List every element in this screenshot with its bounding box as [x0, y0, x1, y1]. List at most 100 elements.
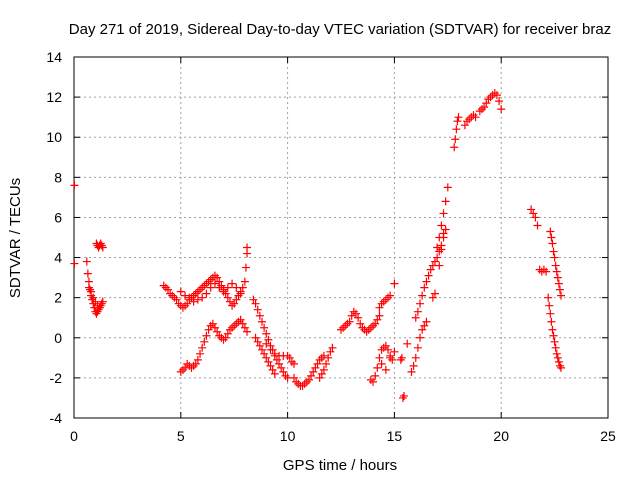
x-axis: 0 5 10 15 20 25 [70, 57, 616, 444]
data-point [441, 197, 450, 206]
data-point [557, 363, 566, 372]
data-point [390, 279, 399, 288]
data-point [290, 373, 299, 382]
data-point [403, 339, 412, 348]
data-point [548, 239, 557, 248]
data-point [219, 287, 228, 296]
data-point [277, 363, 286, 372]
data-point [546, 227, 555, 236]
data-point [430, 289, 439, 298]
y-tick-label: 10 [46, 129, 62, 145]
y-tick-label: 4 [54, 250, 62, 266]
x-tick-label: 0 [70, 428, 78, 444]
y-tick-label: 8 [54, 169, 62, 185]
data-point [428, 293, 437, 302]
data-point [437, 221, 446, 230]
data-point [270, 369, 279, 378]
data-point [206, 283, 215, 292]
data-point [240, 277, 249, 286]
data-point [307, 371, 316, 380]
data-point [272, 355, 281, 364]
data-point [98, 243, 107, 252]
data-point [492, 91, 501, 100]
data-point [309, 367, 318, 376]
data-point [443, 183, 452, 192]
data-point [369, 377, 378, 386]
data-point [266, 361, 275, 370]
data-point [433, 253, 442, 262]
data-point [210, 279, 219, 288]
data-point [426, 265, 435, 274]
data-point [454, 113, 463, 122]
data-point [208, 319, 217, 328]
data-point [386, 353, 395, 362]
y-tick-label: -2 [50, 370, 63, 386]
data-point [453, 117, 462, 126]
data-point [497, 105, 506, 114]
data-point [418, 325, 427, 334]
data-point [196, 349, 205, 358]
data-point [557, 291, 566, 300]
data-point [202, 331, 211, 340]
data-point [549, 247, 558, 256]
data-point [545, 301, 554, 310]
data-point [172, 295, 181, 304]
data-point [460, 121, 469, 130]
data-point [94, 305, 103, 314]
data-point [279, 367, 288, 376]
data-point [324, 353, 333, 362]
data-point [96, 239, 105, 248]
data-point [311, 363, 320, 372]
data-point [87, 287, 96, 296]
data-point [375, 353, 384, 362]
data-point [413, 307, 422, 316]
y-tick-label: 2 [54, 290, 62, 306]
data-point [548, 325, 557, 334]
data-point [185, 293, 194, 302]
data-point [416, 333, 425, 342]
data-point [262, 329, 271, 338]
data-point [319, 365, 328, 374]
x-tick-label: 25 [600, 428, 616, 444]
data-point [550, 253, 559, 262]
data-point [435, 261, 444, 270]
data-point [189, 297, 198, 306]
data-point [553, 353, 562, 362]
data-point [422, 317, 431, 326]
data-point [268, 365, 277, 374]
data-point [326, 347, 335, 356]
data-point [552, 349, 561, 358]
data-point [249, 295, 258, 304]
data-point [437, 245, 446, 254]
data-point [375, 303, 384, 312]
plot-frame [73, 56, 609, 419]
data-point [396, 355, 405, 364]
data-point [424, 271, 433, 280]
data-point [313, 359, 322, 368]
data-point [70, 259, 79, 268]
data-point [198, 293, 207, 302]
data-point [213, 273, 222, 282]
data-point [163, 285, 172, 294]
data-point [181, 291, 190, 300]
data-point [232, 295, 241, 304]
data-point [416, 299, 425, 308]
data-point [223, 329, 232, 338]
data-point [240, 323, 249, 332]
data-point [381, 341, 390, 350]
data-point [251, 299, 260, 308]
data-point [377, 359, 386, 368]
data-point [255, 341, 264, 350]
data-point [411, 313, 420, 322]
data-point [193, 295, 202, 304]
data-point [551, 343, 560, 352]
data-point [409, 361, 418, 370]
data-point [253, 305, 262, 314]
data-point [257, 345, 266, 354]
data-point [553, 273, 562, 282]
data-point [260, 323, 269, 332]
data-point [398, 393, 407, 402]
data-point [91, 297, 100, 306]
data-point [550, 337, 559, 346]
data-point [317, 369, 326, 378]
